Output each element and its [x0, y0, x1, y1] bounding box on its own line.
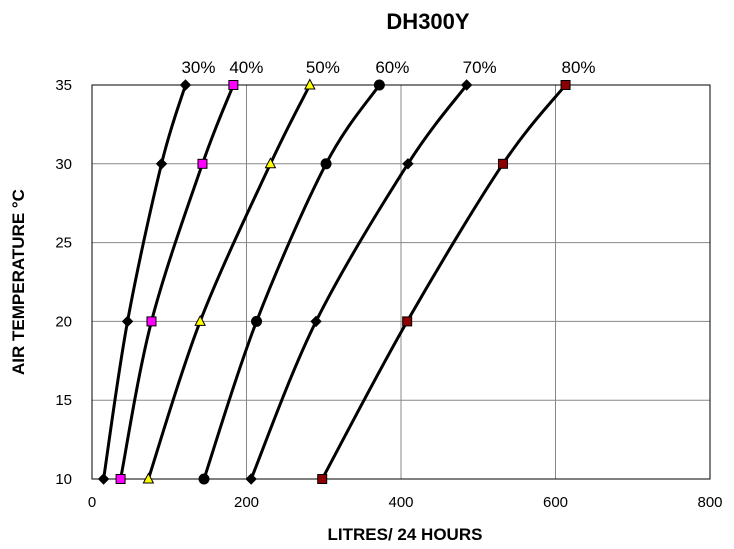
data-point-square [115, 474, 126, 484]
y-tick-label: 30 [55, 156, 72, 173]
data-point-square [560, 80, 571, 90]
series-line [320, 84, 567, 480]
series-label: 50% [306, 58, 340, 77]
data-point-square [197, 158, 208, 169]
series-line [146, 84, 312, 480]
series-label: 80% [562, 58, 596, 77]
data-point-circle [251, 315, 263, 327]
y-tick-label: 35 [55, 77, 72, 94]
x-tick-label: 600 [543, 494, 568, 511]
x-tick-label: 0 [88, 494, 96, 511]
y-axis-label: AIR TEMPERATURE °C [9, 189, 28, 375]
data-point-circle [198, 473, 210, 485]
series-6 [317, 80, 571, 484]
data-point-triangle [194, 314, 206, 326]
series-label: 60% [375, 58, 409, 77]
data-point-triangle [304, 78, 316, 90]
y-tick-label: 20 [55, 313, 72, 330]
data-point-square [497, 158, 508, 169]
series-label: 70% [463, 58, 497, 77]
x-tick-label: 800 [697, 494, 722, 511]
data-point-square [228, 80, 239, 90]
data-point-circle [373, 79, 385, 91]
series-label: 30% [181, 58, 215, 77]
grid [92, 85, 710, 479]
plot-area-frame [91, 84, 711, 480]
data-point-diamond [402, 158, 414, 170]
y-tick-label: 10 [55, 471, 72, 488]
data-point-diamond [460, 79, 473, 91]
x-axis-label: LITRES/ 24 HOURS [328, 525, 483, 544]
series-line [102, 84, 187, 480]
data-point-triangle [142, 472, 155, 484]
data-point-square [317, 474, 328, 484]
series-labels: 30% 40% 50% 60% 70% 80% [181, 58, 595, 77]
series-line [202, 84, 381, 480]
series-5 [245, 79, 473, 485]
tick-labels: 0 200 400 600 800 10 15 20 25 30 35 [55, 77, 722, 511]
x-tick-label: 400 [388, 494, 413, 511]
series-line [119, 84, 235, 480]
series-line [249, 84, 468, 480]
data-point-diamond [121, 315, 134, 328]
data-point-diamond [97, 473, 110, 485]
series-1 [97, 79, 192, 485]
data-point-diamond [310, 315, 322, 328]
chart-title: DH300Y [386, 9, 469, 34]
y-tick-label: 25 [55, 235, 72, 252]
data-point-diamond [245, 473, 257, 485]
series-2 [115, 80, 239, 484]
x-tick-label: 200 [234, 494, 259, 511]
data-point-triangle [264, 157, 277, 169]
data-point-diamond [179, 79, 192, 91]
data-point-diamond [155, 158, 168, 170]
data-point-square [146, 316, 157, 327]
data-point-square [402, 316, 413, 327]
data-point-circle [320, 158, 332, 170]
y-tick-label: 15 [55, 392, 72, 409]
series-4 [198, 79, 385, 485]
series-layer [97, 78, 571, 485]
series-3 [142, 78, 316, 484]
series-label: 40% [229, 58, 263, 77]
